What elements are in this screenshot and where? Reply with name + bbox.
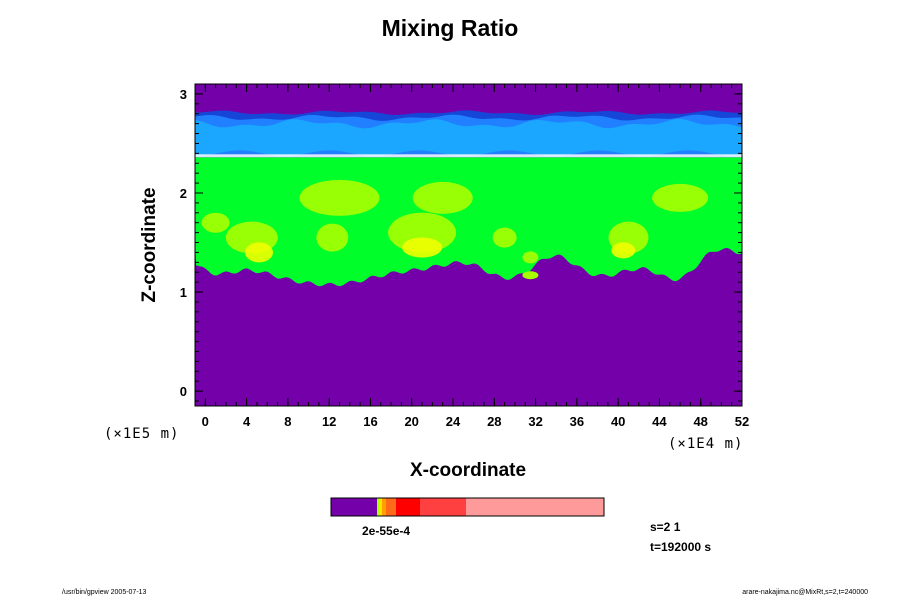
x-tick-label-1: 4 (243, 414, 251, 429)
colorbar-segment-3 (382, 498, 386, 516)
chart-title: Mixing Ratio (381, 15, 519, 41)
z-tick-label-1: 1 (180, 285, 187, 300)
plume-12 (201, 212, 230, 233)
annotation-t: t=192000 s (650, 540, 712, 554)
plume-11 (652, 183, 709, 212)
plume-10 (412, 181, 473, 214)
x-tick-label-7: 28 (487, 414, 501, 429)
x-tick-label-6: 24 (446, 414, 461, 429)
colorbar-segment-6 (420, 498, 466, 516)
x-tick-label-2: 8 (284, 414, 291, 429)
colorbar-segment-1 (377, 498, 379, 516)
x-tick-label-0: 0 (202, 414, 209, 429)
colorbar-segment-4 (386, 498, 396, 516)
x-tick-label-13: 52 (735, 414, 749, 429)
z-axis-unit: (×1E5 m) (104, 426, 180, 442)
x-tick-label-10: 40 (611, 414, 625, 429)
colorbar-label: 2e-55e-4 (362, 524, 411, 538)
plume-9 (299, 179, 380, 216)
x-tick-label-3: 12 (322, 414, 336, 429)
x-tick-label-8: 32 (528, 414, 542, 429)
colorbar-frame (330, 497, 605, 517)
band-separator (195, 154, 742, 158)
x-tick-label-5: 20 (404, 414, 418, 429)
x-tick-label-4: 16 (363, 414, 377, 429)
plume-6 (522, 251, 539, 264)
plume-4 (402, 237, 443, 258)
x-axis-title: X-coordinate (409, 460, 527, 481)
z-tick-label-0: 0 (180, 384, 187, 399)
colorbar-segment-2 (379, 498, 382, 516)
colorbar-segment-7 (466, 498, 604, 516)
x-axis-unit: (×1E4 m) (668, 436, 744, 452)
plume-2 (316, 223, 349, 252)
isolated-blob (522, 271, 539, 280)
x-tick-label-12: 48 (693, 414, 707, 429)
plume-8 (611, 242, 636, 259)
colorbar-segment-5 (396, 498, 420, 516)
z-tick-label-2: 2 (180, 186, 187, 201)
annotation-s: s=2 1 (650, 520, 681, 534)
plume-1 (245, 242, 273, 263)
colorbar-segment-0 (331, 498, 377, 516)
footer-right: arare-nakajima.nc@MixRt,s=2,t=240000 (742, 589, 868, 596)
plume-5 (492, 227, 517, 248)
field-layers (195, 84, 742, 406)
upper-band-light (195, 118, 742, 157)
plot-frame (194, 83, 743, 407)
footer-left: /usr/bin/gpview 2005-07-13 (62, 589, 147, 596)
x-tick-label-9: 36 (570, 414, 584, 429)
z-tick-label-3: 3 (180, 87, 187, 102)
z-axis-title: Z-coordinate (139, 187, 160, 303)
x-tick-label-11: 44 (652, 414, 667, 429)
